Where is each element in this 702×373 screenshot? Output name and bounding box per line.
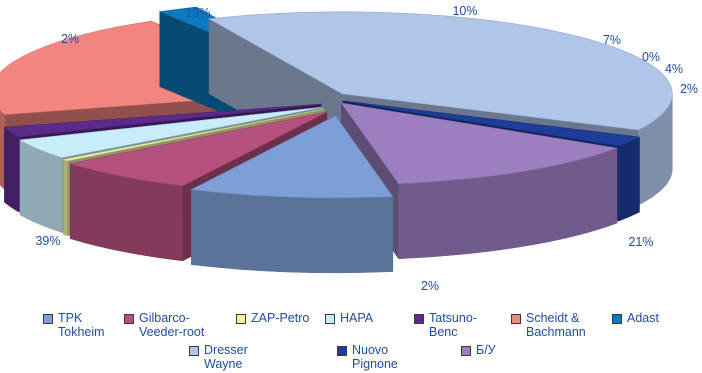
data-label-nuovo-pignone: 2%: [61, 32, 79, 46]
data-label-hapa: 4%: [665, 62, 683, 76]
pie-slice-tpk-tokheim: [190, 115, 394, 274]
data-label-gilbarco-veeder-root: 7%: [603, 33, 621, 47]
data-label-zap-petro: 0%: [642, 50, 660, 64]
data-label-dresser-wayne: 39%: [35, 234, 60, 248]
data-label-tpk-tokheim: 10%: [452, 4, 477, 18]
data-label-tatsuno-benc: 2%: [680, 82, 698, 96]
data-label-adast: 2%: [421, 279, 439, 293]
data-label-scheidt-bachmann: 21%: [628, 235, 653, 249]
data-label-б-у: 13%: [185, 6, 210, 20]
